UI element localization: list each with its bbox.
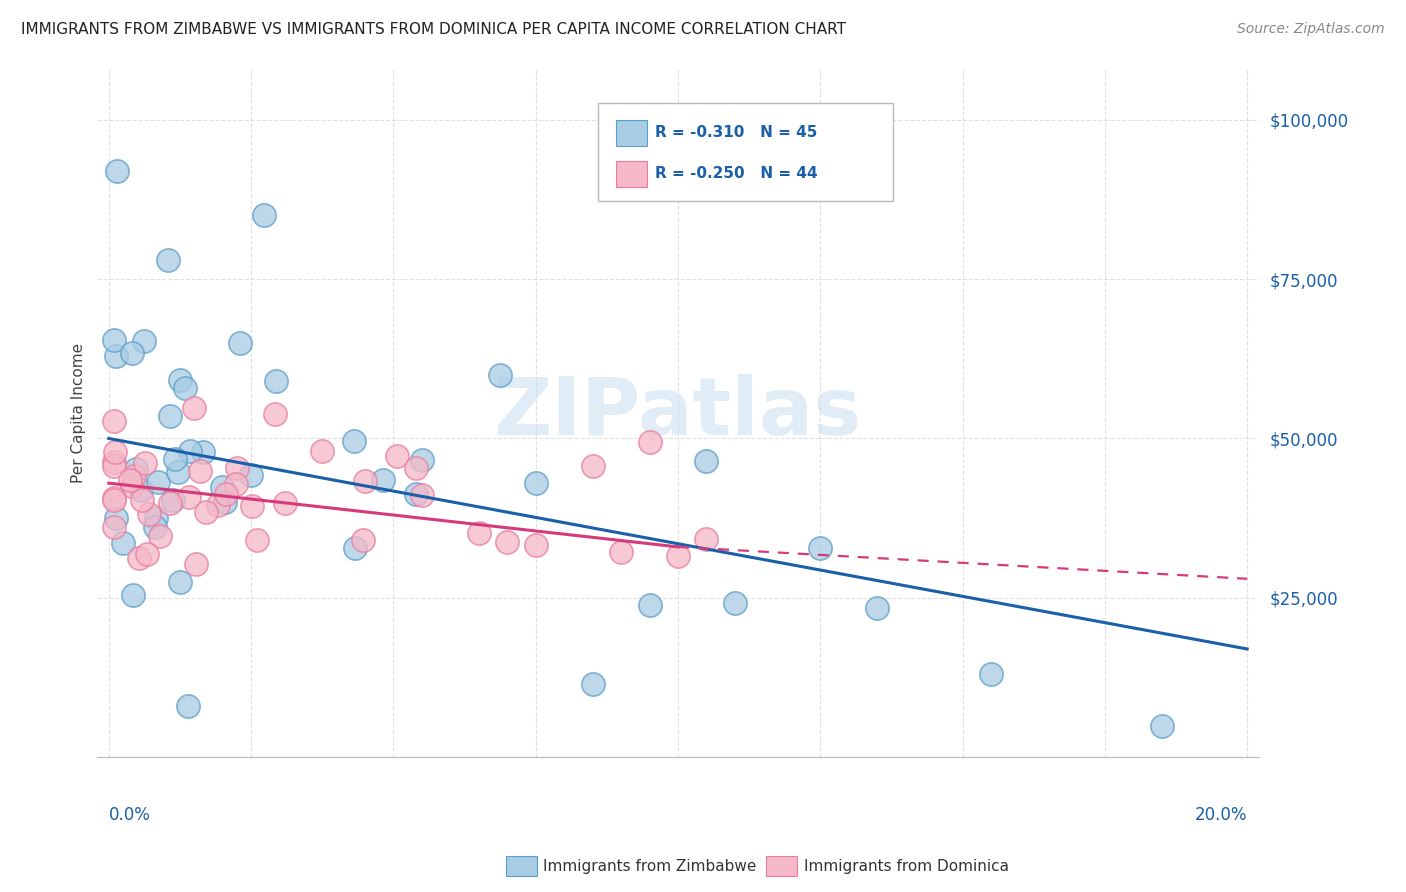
Point: [405, 461, 427, 475]
Point: [226, 460, 249, 475]
Point: [179, 443, 201, 458]
Text: R = -0.250   N = 44: R = -0.250 N = 44: [655, 167, 818, 181]
Y-axis label: Per Capita Income: Per Capita Income: [72, 343, 86, 483]
Point: [156, 252, 179, 267]
Point: [122, 468, 145, 483]
Point: [188, 464, 211, 478]
Point: [122, 588, 145, 602]
Point: [695, 533, 717, 547]
Point: [405, 487, 427, 501]
Point: [195, 505, 218, 519]
Point: [169, 575, 191, 590]
Point: [103, 493, 125, 508]
Point: [128, 551, 150, 566]
Point: [135, 547, 157, 561]
Point: [371, 473, 394, 487]
Point: [980, 667, 1002, 681]
Point: [214, 495, 236, 509]
Point: [581, 459, 603, 474]
Point: [666, 549, 689, 563]
Point: [159, 496, 181, 510]
Point: [638, 598, 661, 612]
Point: [159, 409, 181, 424]
Text: R = -0.310   N = 45: R = -0.310 N = 45: [655, 126, 817, 140]
Point: [103, 458, 125, 473]
Point: [183, 401, 205, 416]
Point: [131, 493, 153, 508]
Point: [173, 381, 195, 395]
Point: [134, 457, 156, 471]
Point: [121, 346, 143, 360]
Text: 0.0%: 0.0%: [108, 805, 150, 823]
Text: Immigrants from Dominica: Immigrants from Dominica: [804, 859, 1010, 873]
Point: [138, 508, 160, 522]
Point: [167, 465, 190, 479]
Point: [354, 474, 377, 488]
Point: [124, 462, 146, 476]
Text: Source: ZipAtlas.com: Source: ZipAtlas.com: [1237, 22, 1385, 37]
Point: [104, 349, 127, 363]
Point: [343, 434, 366, 449]
Point: [866, 600, 889, 615]
Point: [610, 545, 633, 559]
Point: [253, 208, 276, 222]
Point: [103, 333, 125, 347]
Point: [524, 475, 547, 490]
Point: [246, 533, 269, 548]
Point: [132, 334, 155, 349]
Point: [215, 487, 238, 501]
Point: [524, 538, 547, 552]
Point: [411, 488, 433, 502]
Point: [177, 699, 200, 714]
Point: [411, 453, 433, 467]
Point: [103, 520, 125, 534]
Text: IMMIGRANTS FROM ZIMBABWE VS IMMIGRANTS FROM DOMINICA PER CAPITA INCOME CORRELATI: IMMIGRANTS FROM ZIMBABWE VS IMMIGRANTS F…: [21, 22, 846, 37]
Point: [638, 434, 661, 449]
Point: [149, 529, 172, 543]
Text: 20.0%: 20.0%: [1195, 805, 1247, 823]
Point: [169, 373, 191, 387]
Point: [274, 495, 297, 509]
Point: [724, 596, 747, 610]
Text: ZIPatlas: ZIPatlas: [494, 374, 862, 452]
Point: [225, 477, 247, 491]
Point: [104, 445, 127, 459]
Text: Immigrants from Zimbabwe: Immigrants from Zimbabwe: [543, 859, 756, 873]
Point: [311, 444, 333, 458]
Point: [239, 468, 262, 483]
Point: [581, 676, 603, 690]
Point: [343, 541, 366, 555]
Point: [112, 536, 135, 550]
Point: [103, 455, 125, 469]
Point: [808, 541, 831, 556]
Point: [177, 490, 200, 504]
Point: [191, 444, 214, 458]
Point: [207, 499, 229, 513]
Point: [118, 474, 141, 488]
Point: [352, 533, 374, 547]
Point: [385, 449, 408, 463]
Point: [264, 375, 287, 389]
Point: [240, 500, 263, 514]
Point: [121, 479, 143, 493]
Point: [145, 511, 167, 525]
Point: [105, 163, 128, 178]
Point: [162, 492, 184, 507]
Point: [145, 520, 167, 534]
Point: [467, 526, 489, 541]
Point: [105, 511, 128, 525]
Point: [1150, 718, 1173, 732]
Point: [695, 453, 717, 467]
Point: [229, 335, 252, 350]
Point: [165, 451, 187, 466]
Point: [103, 414, 125, 428]
Point: [211, 480, 233, 494]
Point: [488, 368, 510, 382]
Point: [103, 491, 125, 505]
Point: [263, 407, 285, 421]
Point: [129, 483, 152, 497]
Point: [496, 534, 519, 549]
Point: [186, 557, 208, 571]
Point: [146, 475, 169, 490]
